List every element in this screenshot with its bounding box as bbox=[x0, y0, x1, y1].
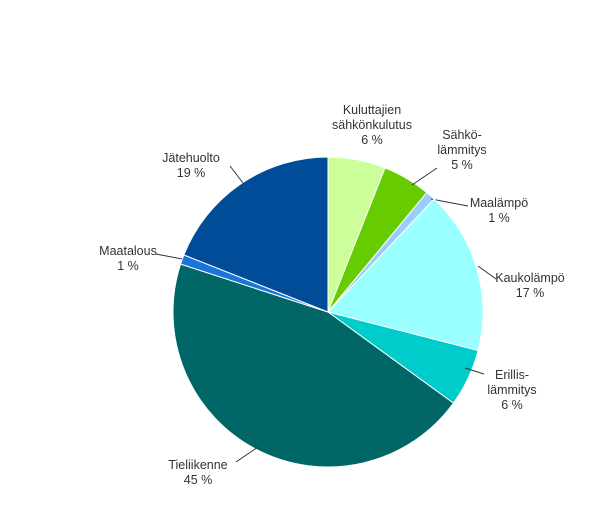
category-label: Sähkö-lämmitys bbox=[437, 128, 487, 157]
value-label: 1 % bbox=[488, 211, 510, 225]
category-label: Kuluttajien sähkönkulutus bbox=[332, 103, 412, 132]
leader-line bbox=[464, 367, 485, 375]
pie-slice bbox=[183, 156, 329, 313]
category-label: Jätehuolto bbox=[162, 151, 220, 165]
category-label: Kaukolämpö bbox=[495, 271, 565, 285]
leader-line bbox=[155, 253, 183, 260]
value-label: 5 % bbox=[451, 158, 473, 172]
category-label: Tieliikenne bbox=[168, 458, 228, 472]
slice-label: Maalämpö 1 % bbox=[464, 196, 534, 226]
category-label: Maalämpö bbox=[469, 196, 529, 210]
slice-label: Sähkö-lämmitys 5 % bbox=[432, 128, 492, 173]
category-label: Erillis-lämmitys bbox=[487, 368, 537, 397]
slice-label: Kaukolämpö 17 % bbox=[490, 271, 570, 301]
leader-line bbox=[411, 167, 438, 186]
leader-line bbox=[477, 265, 497, 280]
slice-label: Jätehuolto 19 % bbox=[151, 151, 231, 181]
value-label: 1 % bbox=[117, 259, 139, 273]
leader-line bbox=[229, 165, 244, 184]
slice-label: Tieliikenne 45 % bbox=[153, 458, 243, 488]
leader-line bbox=[430, 198, 469, 207]
pie-slice bbox=[172, 263, 455, 468]
value-label: 45 % bbox=[183, 473, 213, 487]
category-label: Maatalous bbox=[99, 244, 157, 258]
value-label: 19 % bbox=[176, 166, 206, 180]
slice-label: Maatalous 1 % bbox=[88, 244, 168, 274]
value-label: 6 % bbox=[501, 398, 523, 412]
value-label: 17 % bbox=[515, 286, 545, 300]
slice-label: Erillis-lämmitys 6 % bbox=[477, 368, 547, 413]
leader-line bbox=[235, 446, 259, 463]
value-label: 6 % bbox=[361, 133, 383, 147]
slice-label: Kuluttajien sähkönkulutus 6 % bbox=[322, 103, 422, 148]
pie-slice bbox=[327, 198, 484, 352]
